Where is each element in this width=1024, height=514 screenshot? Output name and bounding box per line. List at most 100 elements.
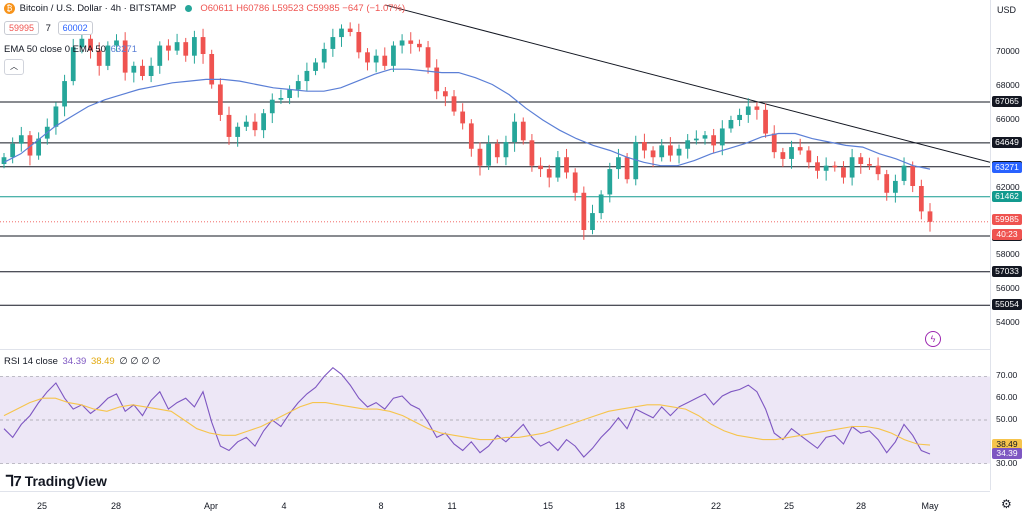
rsi-tick-label: 60.00 — [996, 392, 1018, 403]
candle-body — [849, 157, 855, 178]
buy-price-button[interactable]: 60002 — [57, 21, 93, 35]
candle-body — [477, 148, 483, 166]
candle-body — [1, 157, 7, 164]
candle-body — [927, 211, 933, 222]
candle-body — [434, 67, 440, 92]
candle-body — [875, 165, 881, 175]
sell-price-button[interactable]: 59995 — [4, 21, 40, 35]
symbol-legend[interactable]: ₿ Bitcoin / U.S. Dollar · 4h · BITSTAMP … — [4, 3, 405, 14]
candle-body — [806, 150, 812, 163]
candle-body — [719, 128, 725, 146]
current-price-tag: 59985 — [992, 213, 1022, 225]
candle-body — [676, 148, 682, 156]
level-price-tag: 57033 — [992, 265, 1022, 277]
candle-body — [832, 165, 838, 168]
candle-body — [702, 135, 708, 139]
collapse-legend-button[interactable]: ︿ — [4, 59, 24, 75]
ema-price-tag: 63271 — [992, 162, 1022, 174]
candle-body — [183, 42, 189, 56]
candle-body — [529, 140, 535, 166]
time-tick-label: 8 — [378, 501, 384, 511]
rsi-label: RSI 14 close — [4, 356, 58, 367]
candle-body — [347, 28, 353, 32]
candle-body — [789, 147, 794, 159]
settings-gear-icon[interactable]: ⚙ — [1001, 497, 1012, 511]
trendline — [384, 4, 990, 163]
candle-body — [884, 174, 890, 193]
candle-body — [226, 114, 232, 137]
rsi-pane[interactable] — [0, 355, 990, 485]
candle-body — [243, 121, 249, 127]
candle-body — [399, 40, 405, 46]
ema-value: 63271 — [110, 44, 137, 55]
time-tick-label: May — [921, 501, 939, 511]
candle-body — [555, 157, 561, 178]
candle-body — [659, 145, 665, 158]
rsi-line — [3, 366, 931, 458]
candle-body — [408, 40, 414, 44]
spread-value: 7 — [45, 23, 51, 34]
candle-body — [893, 180, 898, 193]
replay-icon[interactable]: ϟ — [925, 331, 941, 347]
candle-body — [442, 91, 448, 97]
ema-line — [3, 68, 931, 170]
bid-ask-row: 59995 7 60002 — [4, 21, 93, 35]
bar-countdown-tag: 40:23 — [992, 228, 1022, 240]
candle-body — [287, 89, 292, 98]
candle-body — [373, 55, 379, 63]
candle-body — [313, 62, 318, 71]
time-axis[interactable] — [0, 491, 990, 514]
ema-legend[interactable]: EMA 50 close 0 EMA 50 63271 — [4, 44, 137, 55]
market-status-dot — [184, 5, 192, 12]
candle-body — [780, 152, 786, 159]
candle-body — [295, 81, 301, 90]
time-tick-label: 28 — [110, 501, 122, 511]
tradingview-logo-text: TradingView — [24, 473, 107, 489]
candle-body — [728, 120, 734, 129]
candle-body — [425, 47, 431, 68]
candle-body — [330, 37, 336, 49]
candle-body — [53, 106, 59, 127]
candle-body — [737, 114, 742, 120]
rsi-value: 34.39 — [62, 356, 87, 367]
time-tick-label: 22 — [710, 501, 722, 511]
candle-body — [356, 32, 362, 53]
time-tick-label: 25 — [36, 501, 48, 511]
candle-body — [910, 165, 916, 186]
candle-body — [131, 65, 137, 73]
candle-body — [590, 213, 595, 230]
candle-body — [304, 70, 310, 82]
rsi-legend[interactable]: RSI 14 close 34.39 38.49 ∅ ∅ ∅ ∅ — [4, 356, 160, 367]
chevron-up-icon: ︿ — [10, 62, 18, 71]
rsi-tick-label: 50.00 — [996, 414, 1018, 424]
candle-body — [252, 121, 258, 131]
currency-label[interactable]: USD — [997, 5, 1017, 15]
price-chart[interactable] — [0, 0, 990, 346]
candle-body — [269, 99, 275, 114]
candle-body — [278, 98, 284, 100]
candle-body — [148, 65, 154, 76]
rsi-ma-value: 38.49 — [90, 356, 115, 367]
time-tick-label: 15 — [542, 501, 554, 511]
candle-body — [27, 135, 33, 156]
tradingview-logo[interactable]: ⅂7 TradingView — [6, 472, 107, 490]
candle-body — [261, 113, 267, 131]
candle-body — [598, 194, 604, 214]
level-price-tag: 67065 — [992, 95, 1022, 107]
time-tick-label: 25 — [783, 501, 795, 511]
candle-body — [79, 38, 85, 48]
candle-body — [200, 37, 206, 54]
level-price-tag: 64649 — [992, 136, 1022, 148]
price-axis[interactable] — [990, 0, 1024, 490]
candle-body — [217, 84, 223, 115]
candle-body — [460, 111, 466, 124]
candle-body — [235, 126, 241, 137]
candle-body — [858, 157, 864, 164]
candle-body — [391, 45, 396, 66]
candle-body — [763, 109, 768, 134]
candle-body — [867, 164, 872, 166]
tradingview-logo-icon: ⅂7 — [6, 473, 22, 490]
pane-divider[interactable] — [0, 349, 1024, 350]
time-tick-label: 28 — [855, 501, 867, 511]
candle-body — [451, 96, 457, 112]
